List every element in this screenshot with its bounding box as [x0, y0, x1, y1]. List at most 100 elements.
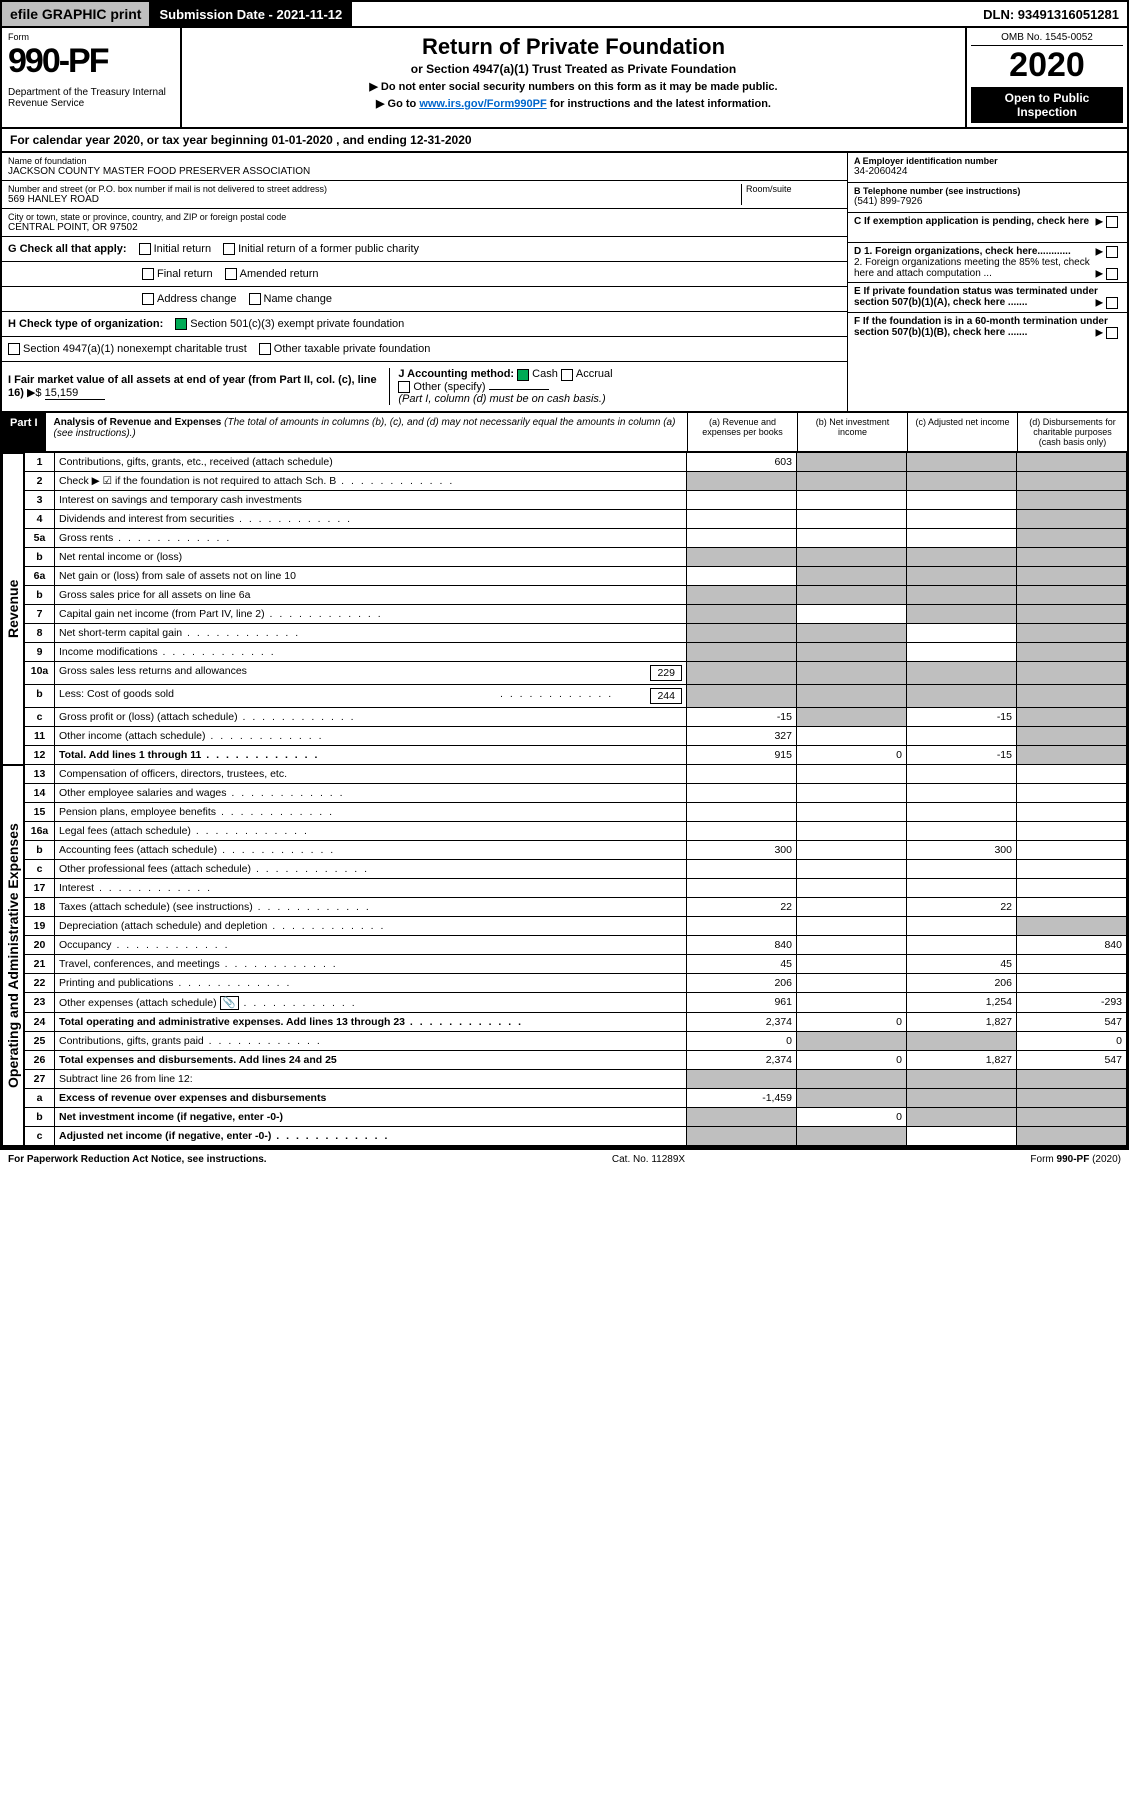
row-label: Net gain or (loss) from sale of assets n… — [55, 566, 687, 585]
row-num: b — [25, 684, 55, 707]
cell-value: 206 — [687, 973, 797, 992]
chk-amended-return[interactable] — [225, 268, 237, 280]
chk-c[interactable] — [1106, 216, 1118, 228]
chk-final-return[interactable] — [142, 268, 154, 280]
cell-value — [797, 859, 907, 878]
footer-right: Form 990-PF (2020) — [1030, 1154, 1121, 1165]
cell-grey — [797, 471, 907, 490]
table-row: 11Other income (attach schedule)327 — [25, 726, 1127, 745]
chk-501c3[interactable] — [175, 318, 187, 330]
chk-address-change[interactable] — [142, 293, 154, 305]
cell-value — [1017, 802, 1127, 821]
chk-e[interactable] — [1106, 297, 1118, 309]
row-label: Taxes (attach schedule) (see instruction… — [55, 897, 687, 916]
cell-value: -15 — [907, 707, 1017, 726]
chk-4947[interactable] — [8, 343, 20, 355]
chk-other-taxable[interactable] — [259, 343, 271, 355]
cell-grey — [1017, 642, 1127, 661]
form-title: Return of Private Foundation — [188, 34, 959, 60]
cell-grey — [1017, 566, 1127, 585]
opt-initial-return: Initial return — [154, 243, 211, 255]
cell-value — [907, 528, 1017, 547]
form-number: 990-PF — [8, 42, 174, 81]
chk-name-change[interactable] — [249, 293, 261, 305]
cell-value: 0 — [797, 1107, 907, 1126]
e-label: E If private foundation status was termi… — [854, 286, 1098, 308]
cell-value: -1,459 — [687, 1088, 797, 1107]
chk-other-method[interactable] — [398, 381, 410, 393]
cell-value: 300 — [907, 840, 1017, 859]
row-label: Gross sales less returns and allowances2… — [55, 661, 687, 684]
row-num: 13 — [25, 765, 55, 784]
cell-grey — [1017, 623, 1127, 642]
c-label: C If exemption application is pending, c… — [854, 216, 1089, 227]
table-row: 14Other employee salaries and wages — [25, 783, 1127, 802]
chk-f[interactable] — [1106, 327, 1118, 339]
cell-grey — [687, 661, 797, 684]
efile-print-button[interactable]: efile GRAPHIC print — [2, 2, 151, 26]
irs-link[interactable]: www.irs.gov/Form990PF — [419, 98, 546, 110]
cell-grey — [687, 1126, 797, 1145]
cell-value — [797, 935, 907, 954]
cell-grey — [1017, 547, 1127, 566]
instruction-link: ▶ Go to www.irs.gov/Form990PF for instru… — [188, 97, 959, 110]
cell-value — [907, 802, 1017, 821]
row-label: Gross rents — [55, 528, 687, 547]
table-row: 1Contributions, gifts, grants, etc., rec… — [25, 453, 1127, 472]
part1-badge: Part I — [2, 413, 46, 451]
chk-cash[interactable] — [517, 369, 529, 381]
opt-4947: Section 4947(a)(1) nonexempt charitable … — [23, 343, 247, 355]
cell-grey — [907, 604, 1017, 623]
cell-grey — [797, 661, 907, 684]
cell-value — [907, 642, 1017, 661]
cell-grey — [907, 661, 1017, 684]
chk-d1[interactable] — [1106, 246, 1118, 258]
cell-value: 547 — [1017, 1012, 1127, 1031]
cell-grey — [1017, 661, 1127, 684]
cell-grey — [1017, 453, 1127, 472]
cell-value — [797, 992, 907, 1012]
chk-accrual[interactable] — [561, 369, 573, 381]
row-num: 26 — [25, 1050, 55, 1069]
cell-grey — [907, 585, 1017, 604]
table-row: 12Total. Add lines 1 through 119150-15 — [25, 745, 1127, 764]
cell-value — [907, 509, 1017, 528]
cell-grey — [907, 684, 1017, 707]
cell-value — [797, 954, 907, 973]
row-num: 21 — [25, 954, 55, 973]
row-num: 24 — [25, 1012, 55, 1031]
cell-grey — [797, 1069, 907, 1088]
cell-value: 45 — [687, 954, 797, 973]
row-num: 17 — [25, 878, 55, 897]
cell-grey — [1017, 684, 1127, 707]
cell-grey — [1017, 585, 1127, 604]
street-address: 569 HANLEY ROAD — [8, 194, 741, 205]
opt-501c3: Section 501(c)(3) exempt private foundat… — [190, 318, 404, 330]
row-label: Excess of revenue over expenses and disb… — [55, 1088, 687, 1107]
chk-initial-return[interactable] — [139, 243, 151, 255]
cell-grey — [797, 684, 907, 707]
table-row: 10aGross sales less returns and allowanc… — [25, 661, 1127, 684]
part1-heading: Analysis of Revenue and Expenses — [54, 417, 222, 428]
cell-value: 1,827 — [907, 1012, 1017, 1031]
table-row: bNet investment income (if negative, ent… — [25, 1107, 1127, 1126]
cell-grey — [907, 1031, 1017, 1050]
row-num: 15 — [25, 802, 55, 821]
h-label: H Check type of organization: — [8, 318, 163, 330]
cell-value: 0 — [687, 1031, 797, 1050]
table-row: 27Subtract line 26 from line 12: — [25, 1069, 1127, 1088]
opt-name-change: Name change — [264, 293, 333, 305]
cell-value: 206 — [907, 973, 1017, 992]
table-row: bGross sales price for all assets on lin… — [25, 585, 1127, 604]
chk-d2[interactable] — [1106, 268, 1118, 280]
cell-value — [687, 916, 797, 935]
cell-value — [797, 840, 907, 859]
cell-grey — [797, 453, 907, 472]
chk-initial-former[interactable] — [223, 243, 235, 255]
name-label: Name of foundation — [8, 156, 841, 166]
cell-value: 840 — [687, 935, 797, 954]
cell-grey — [1017, 1069, 1127, 1088]
submission-date: Submission Date - 2021-11-12 — [151, 2, 352, 26]
row-num: c — [25, 707, 55, 726]
cell-value — [797, 509, 907, 528]
